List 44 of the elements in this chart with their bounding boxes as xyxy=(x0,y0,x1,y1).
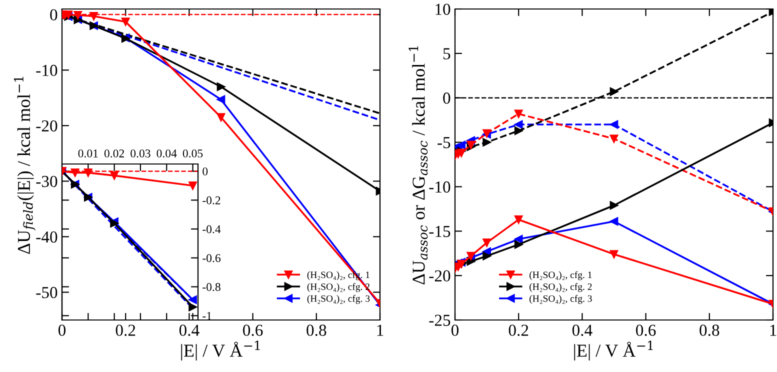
y-tick-label: -20 xyxy=(429,270,450,282)
y-tick-label: -50 xyxy=(36,286,58,298)
y-tick-label: -0.8 xyxy=(202,283,220,292)
x-tick-label: 0.8 xyxy=(306,324,326,336)
x-tick-label: 0 xyxy=(58,324,66,336)
x-tick-label: 0.01 xyxy=(78,149,98,158)
x-tick-label: 0 xyxy=(451,324,459,336)
y-tick-label: -20 xyxy=(36,120,58,132)
legend-label: (H₂SO₄)₂, cfg. 2 xyxy=(530,283,592,292)
legend-label: (H₂SO₄)₂, cfg. 3 xyxy=(307,294,370,304)
x-axis-title: |E| / V Å$^{−1}$ xyxy=(181,340,260,361)
y-tick-label: 0 xyxy=(50,9,58,20)
x-tick-label: 1 xyxy=(770,324,776,336)
x-tick-label: 0.4 xyxy=(179,324,200,336)
x-tick-label: 0.05 xyxy=(182,149,203,158)
y-axis-title: ΔU$_{assoc}$ or ΔG$_{assoc}$ / kcal mol$^{−1}$ xyxy=(408,46,428,284)
x-tick-label: 0.03 xyxy=(130,149,150,158)
x-tick-label: 0.6 xyxy=(243,324,263,336)
y-tick-label: -10 xyxy=(429,181,450,193)
y-tick-label: -30 xyxy=(36,176,58,188)
legend-label: (H₂SO₄)₂, cfg. 3 xyxy=(530,294,592,304)
x-tick-label: 0.2 xyxy=(508,324,528,336)
x-tick-label: 0.6 xyxy=(636,324,656,336)
y-axis-title: ΔU$_{field}$(|E|) / kcal mol$^{−1}$ xyxy=(14,76,36,254)
x-tick-label: 0.2 xyxy=(116,324,136,336)
y-tick-label: -10 xyxy=(36,64,58,76)
y-tick-label: 10 xyxy=(436,4,450,15)
y-tick-label: -15 xyxy=(429,226,450,238)
x-tick-label: 0.02 xyxy=(104,149,124,158)
y-tick-label: -0.2 xyxy=(202,196,220,204)
y-tick-label: -40 xyxy=(36,231,58,243)
y-tick-label: 0 xyxy=(443,92,450,104)
y-tick-label: 5 xyxy=(443,48,450,60)
x-tick-label: 0.4 xyxy=(572,324,592,336)
x-tick-label: 0.8 xyxy=(700,324,720,336)
y-tick-label: -0.6 xyxy=(202,254,221,262)
legend-label: (H₂SO₄)₂, cfg. 1 xyxy=(530,271,592,280)
x-tick-label: 0.04 xyxy=(156,149,177,158)
y-tick-label: -25 xyxy=(429,314,450,326)
x-axis-title: |E| / V Å$^{−1}$ xyxy=(574,340,653,361)
x-tick-label: 1 xyxy=(377,324,384,336)
y-tick-label: 0 xyxy=(202,167,208,176)
y-tick-label: -5 xyxy=(438,137,450,148)
y-tick-label: -0.4 xyxy=(202,225,221,234)
